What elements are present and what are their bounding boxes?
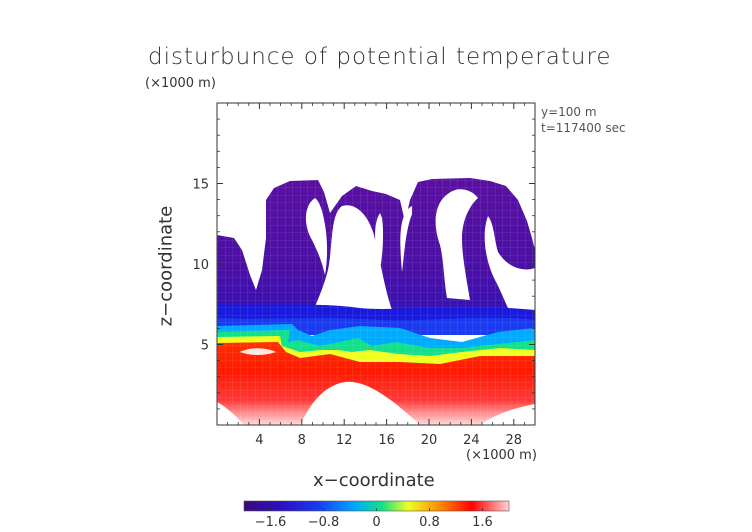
colorbar-tick-label: −0.8: [308, 515, 340, 530]
y-tick-label: 10: [192, 258, 209, 273]
x-tick-label: 4: [255, 433, 263, 448]
colorbar-tick-label: 1.6: [472, 515, 493, 530]
info-y-position: y=100 m: [541, 105, 597, 119]
x-tick-label: 20: [421, 433, 438, 448]
colorbar-tick-label: 0.8: [419, 515, 440, 530]
colorbar-tick-label: 0: [372, 515, 380, 530]
chart-title: disturbunce of potential temperature: [148, 44, 612, 70]
y-tick-label: 5: [201, 339, 209, 354]
field-plot: [217, 103, 535, 425]
y-tick-label: 15: [192, 178, 209, 193]
y-axis-units: (×1000 m): [145, 76, 216, 91]
x-tick-label: 24: [463, 433, 480, 448]
info-time: t=117400 sec: [541, 121, 626, 135]
colorbar-tick-label: −1.6: [255, 515, 287, 530]
x-tick-label: 28: [506, 433, 523, 448]
x-axis-label: x−coordinate: [313, 470, 435, 491]
colorbar-ticks: −1.6 −0.8 0 0.8 1.6: [255, 508, 493, 530]
x-tick-label: 8: [298, 433, 306, 448]
x-tick-label: 12: [336, 433, 353, 448]
y-axis: 5 10 15: [192, 118, 535, 410]
x-axis: 4 8 12 16 20 24 28: [227, 103, 525, 448]
x-tick-label: 16: [378, 433, 395, 448]
x-axis-units: (×1000 m): [466, 448, 537, 463]
